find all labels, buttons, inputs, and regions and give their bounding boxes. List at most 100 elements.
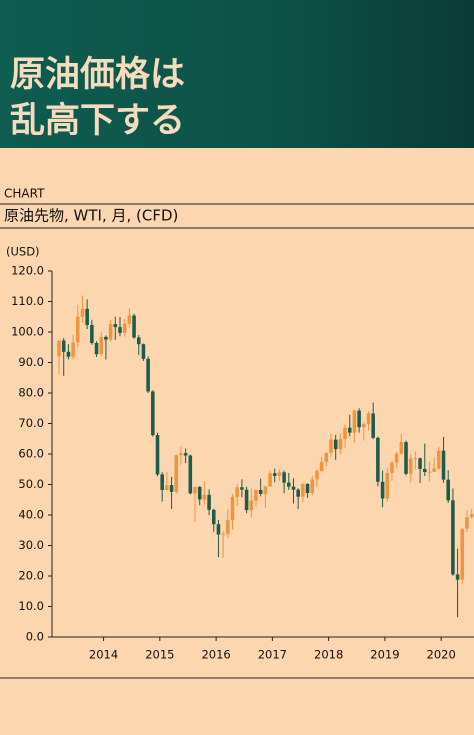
candle-body xyxy=(258,489,263,494)
candle-body xyxy=(385,472,390,499)
candle-body xyxy=(155,435,160,475)
candle-body xyxy=(66,351,71,357)
y-tick-label: 0.0 xyxy=(26,630,44,644)
candle-body xyxy=(188,455,193,494)
candle-body xyxy=(254,489,258,501)
candle-body xyxy=(319,461,324,472)
candle-body xyxy=(347,427,352,433)
candle-body xyxy=(404,442,408,474)
candle-body xyxy=(202,494,207,500)
y-tick-label: 90.0 xyxy=(18,355,44,369)
chart-title: 原油先物, WTI, 月, (CFD) xyxy=(4,207,178,225)
candle-body xyxy=(366,413,371,425)
candle-body xyxy=(211,509,216,525)
candle-body xyxy=(165,485,169,490)
candle-body xyxy=(343,427,347,440)
y-tick-label: 80.0 xyxy=(18,386,44,400)
candle-body xyxy=(216,524,221,535)
candle-body xyxy=(469,514,474,518)
x-tick-label: 2015 xyxy=(145,648,174,662)
candle-body xyxy=(193,486,197,494)
candle-body xyxy=(338,439,343,450)
candle-body xyxy=(408,458,413,474)
candle-body xyxy=(451,500,455,575)
candle-body xyxy=(108,324,113,340)
candle-body xyxy=(94,342,99,355)
candle-body xyxy=(399,442,404,454)
candle-body xyxy=(76,316,80,343)
x-tick-label: 2017 xyxy=(258,648,287,662)
candle-body xyxy=(90,324,94,343)
x-tick-label: 2014 xyxy=(89,648,118,662)
candle-body xyxy=(57,340,61,357)
candle-body xyxy=(179,453,183,456)
y-tick-label: 30.0 xyxy=(18,538,44,552)
candle-body xyxy=(136,337,141,345)
y-tick-label: 60.0 xyxy=(18,447,44,461)
candle-body xyxy=(296,489,300,497)
plot: 0.0 10.0 20.0 30.0 40.0 50.0 60.0 70.0 80.0 90.0 1… xyxy=(11,264,474,662)
candle-body xyxy=(146,358,150,392)
y-tick-label: 100.0 xyxy=(11,325,44,339)
y-tick-label: 20.0 xyxy=(18,569,44,583)
candle-body xyxy=(244,489,249,511)
candle-body xyxy=(427,471,432,473)
candle-body xyxy=(305,483,310,494)
y-tick-label: 10.0 xyxy=(18,599,44,613)
candle-body xyxy=(113,324,118,328)
candle-body xyxy=(272,473,277,476)
candle-body xyxy=(333,439,338,450)
y-tick-label: 110.0 xyxy=(11,294,44,308)
candle-body xyxy=(132,315,136,338)
x-tick-label: 2016 xyxy=(201,648,230,662)
candle-body xyxy=(249,500,254,511)
candle-body xyxy=(263,486,268,494)
candle-body xyxy=(197,486,202,500)
candle-body xyxy=(169,485,174,492)
section-label: CHART xyxy=(4,187,45,201)
candle-body xyxy=(446,479,450,501)
candle-body xyxy=(291,486,296,490)
candle-body xyxy=(301,483,305,497)
candle-body xyxy=(230,497,235,521)
header-band xyxy=(0,0,474,148)
candle-body xyxy=(376,437,380,482)
y-tick-label: 120.0 xyxy=(11,264,44,278)
candle-body xyxy=(357,410,361,428)
candle-body xyxy=(118,327,122,333)
candle-body xyxy=(310,479,315,494)
candle-body xyxy=(380,481,385,499)
y-tick-label: 50.0 xyxy=(18,477,44,491)
candle-body xyxy=(235,487,239,498)
candle-body xyxy=(174,455,179,492)
candle-body xyxy=(390,462,394,473)
y-axis-label: (USD) xyxy=(6,245,40,259)
candle-body xyxy=(282,472,286,483)
y-tick-label: 40.0 xyxy=(18,508,44,522)
candle-body xyxy=(221,533,225,535)
candle-body xyxy=(465,517,469,529)
candle-body xyxy=(183,453,188,456)
candle-body xyxy=(422,468,427,472)
candle-body xyxy=(85,308,89,325)
candle-body xyxy=(437,450,441,469)
candle-body xyxy=(277,472,282,476)
header-title-line: 原油価格は xyxy=(10,55,185,95)
candle-body xyxy=(99,336,104,355)
candle-body xyxy=(207,494,211,510)
candle-body xyxy=(441,450,446,480)
x-tick-label: 2019 xyxy=(370,648,399,662)
candle-body xyxy=(104,336,108,340)
candle-body xyxy=(413,458,418,460)
candle-body xyxy=(324,452,329,462)
x-tick-label: 2018 xyxy=(314,648,343,662)
y-tick-label: 70.0 xyxy=(18,416,44,430)
header-title-line: 乱高下する xyxy=(10,101,185,141)
candle-body xyxy=(127,315,132,324)
candle-body xyxy=(394,453,399,463)
candle-body xyxy=(432,468,436,472)
candle-body xyxy=(240,487,244,490)
candle-body xyxy=(268,473,272,487)
candle-body xyxy=(418,458,422,469)
